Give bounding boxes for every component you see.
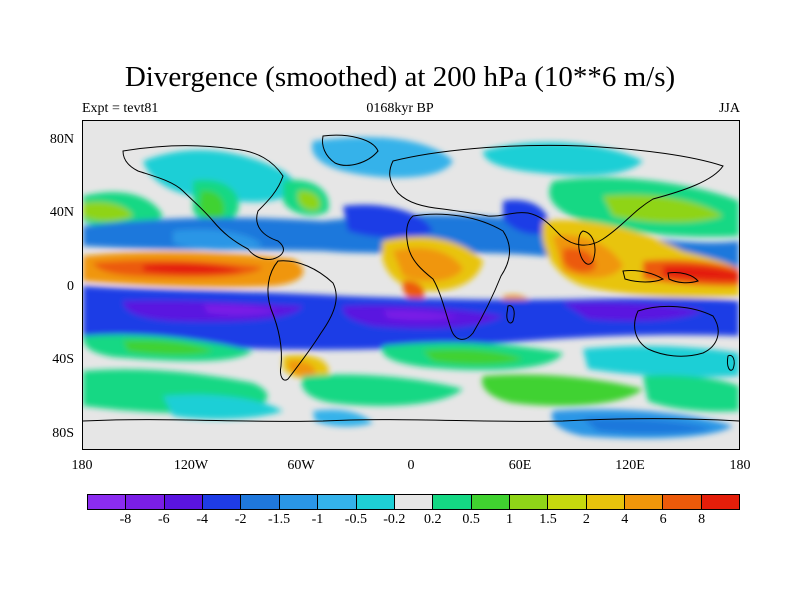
experiment-label: Expt = tevt81 xyxy=(82,101,159,116)
colorbar-label: 8 xyxy=(698,512,706,527)
colorbar-label: -4 xyxy=(196,512,209,527)
colorbar-box xyxy=(126,495,165,509)
colorbar-label: 4 xyxy=(621,512,629,527)
plot-title: Divergence (smoothed) at 200 hPa (10**6 … xyxy=(124,61,676,93)
colorbar-box xyxy=(433,495,472,509)
colorbar-box xyxy=(203,495,242,509)
colorbar-box xyxy=(625,495,664,509)
divergence-map xyxy=(82,120,740,450)
colorbar-label: -1 xyxy=(311,512,324,527)
colorbar-box xyxy=(394,495,434,509)
colorbar-box xyxy=(356,495,395,509)
colorbar-box xyxy=(663,495,702,509)
time-label: 0168kyr BP xyxy=(366,101,434,116)
colorbar-box xyxy=(701,495,740,509)
colorbar-label: 0.5 xyxy=(462,512,480,527)
y-tick-40s: 40S xyxy=(52,352,74,367)
colorbar-label: 1.5 xyxy=(539,512,557,527)
y-tick-40n: 40N xyxy=(49,205,74,220)
map-field xyxy=(83,121,739,449)
colorbar-label: -0.2 xyxy=(383,512,406,527)
colorbar xyxy=(87,494,740,510)
x-tick-60w: 60W xyxy=(287,458,315,473)
colorbar-label: 0.2 xyxy=(423,512,442,527)
x-tick-180w: 180 xyxy=(71,458,93,473)
colorbar-box xyxy=(241,495,280,509)
colorbar-box xyxy=(586,495,626,509)
x-tick-180e: 180 xyxy=(729,458,751,473)
y-tick-80s: 80S xyxy=(52,426,74,441)
colorbar-label: 1 xyxy=(506,512,514,527)
colorbar-label: -1.5 xyxy=(267,512,291,527)
colorbar-label: -8 xyxy=(119,512,132,527)
colorbar-box xyxy=(471,495,510,509)
x-tick-0: 0 xyxy=(407,458,415,473)
x-tick-60e: 60E xyxy=(508,458,532,473)
season-label: JJA xyxy=(718,101,740,116)
colorbar-box xyxy=(509,495,549,509)
colorbar-label: -2 xyxy=(234,512,247,527)
x-tick-120e: 120E xyxy=(615,458,645,473)
colorbar-label: -6 xyxy=(157,512,170,527)
y-tick-eq: 0 xyxy=(67,279,74,294)
colorbar-box xyxy=(548,495,587,509)
colorbar-box xyxy=(279,495,319,509)
y-tick-80n: 80N xyxy=(49,132,74,147)
colorbar-label: -0.5 xyxy=(344,512,367,527)
colorbar-box xyxy=(164,495,204,509)
colorbar-label: 2 xyxy=(582,512,590,527)
colorbar-box xyxy=(88,495,127,509)
x-tick-120w: 120W xyxy=(173,458,209,473)
colorbar-label: 6 xyxy=(659,512,667,527)
colorbar-box xyxy=(318,495,357,509)
